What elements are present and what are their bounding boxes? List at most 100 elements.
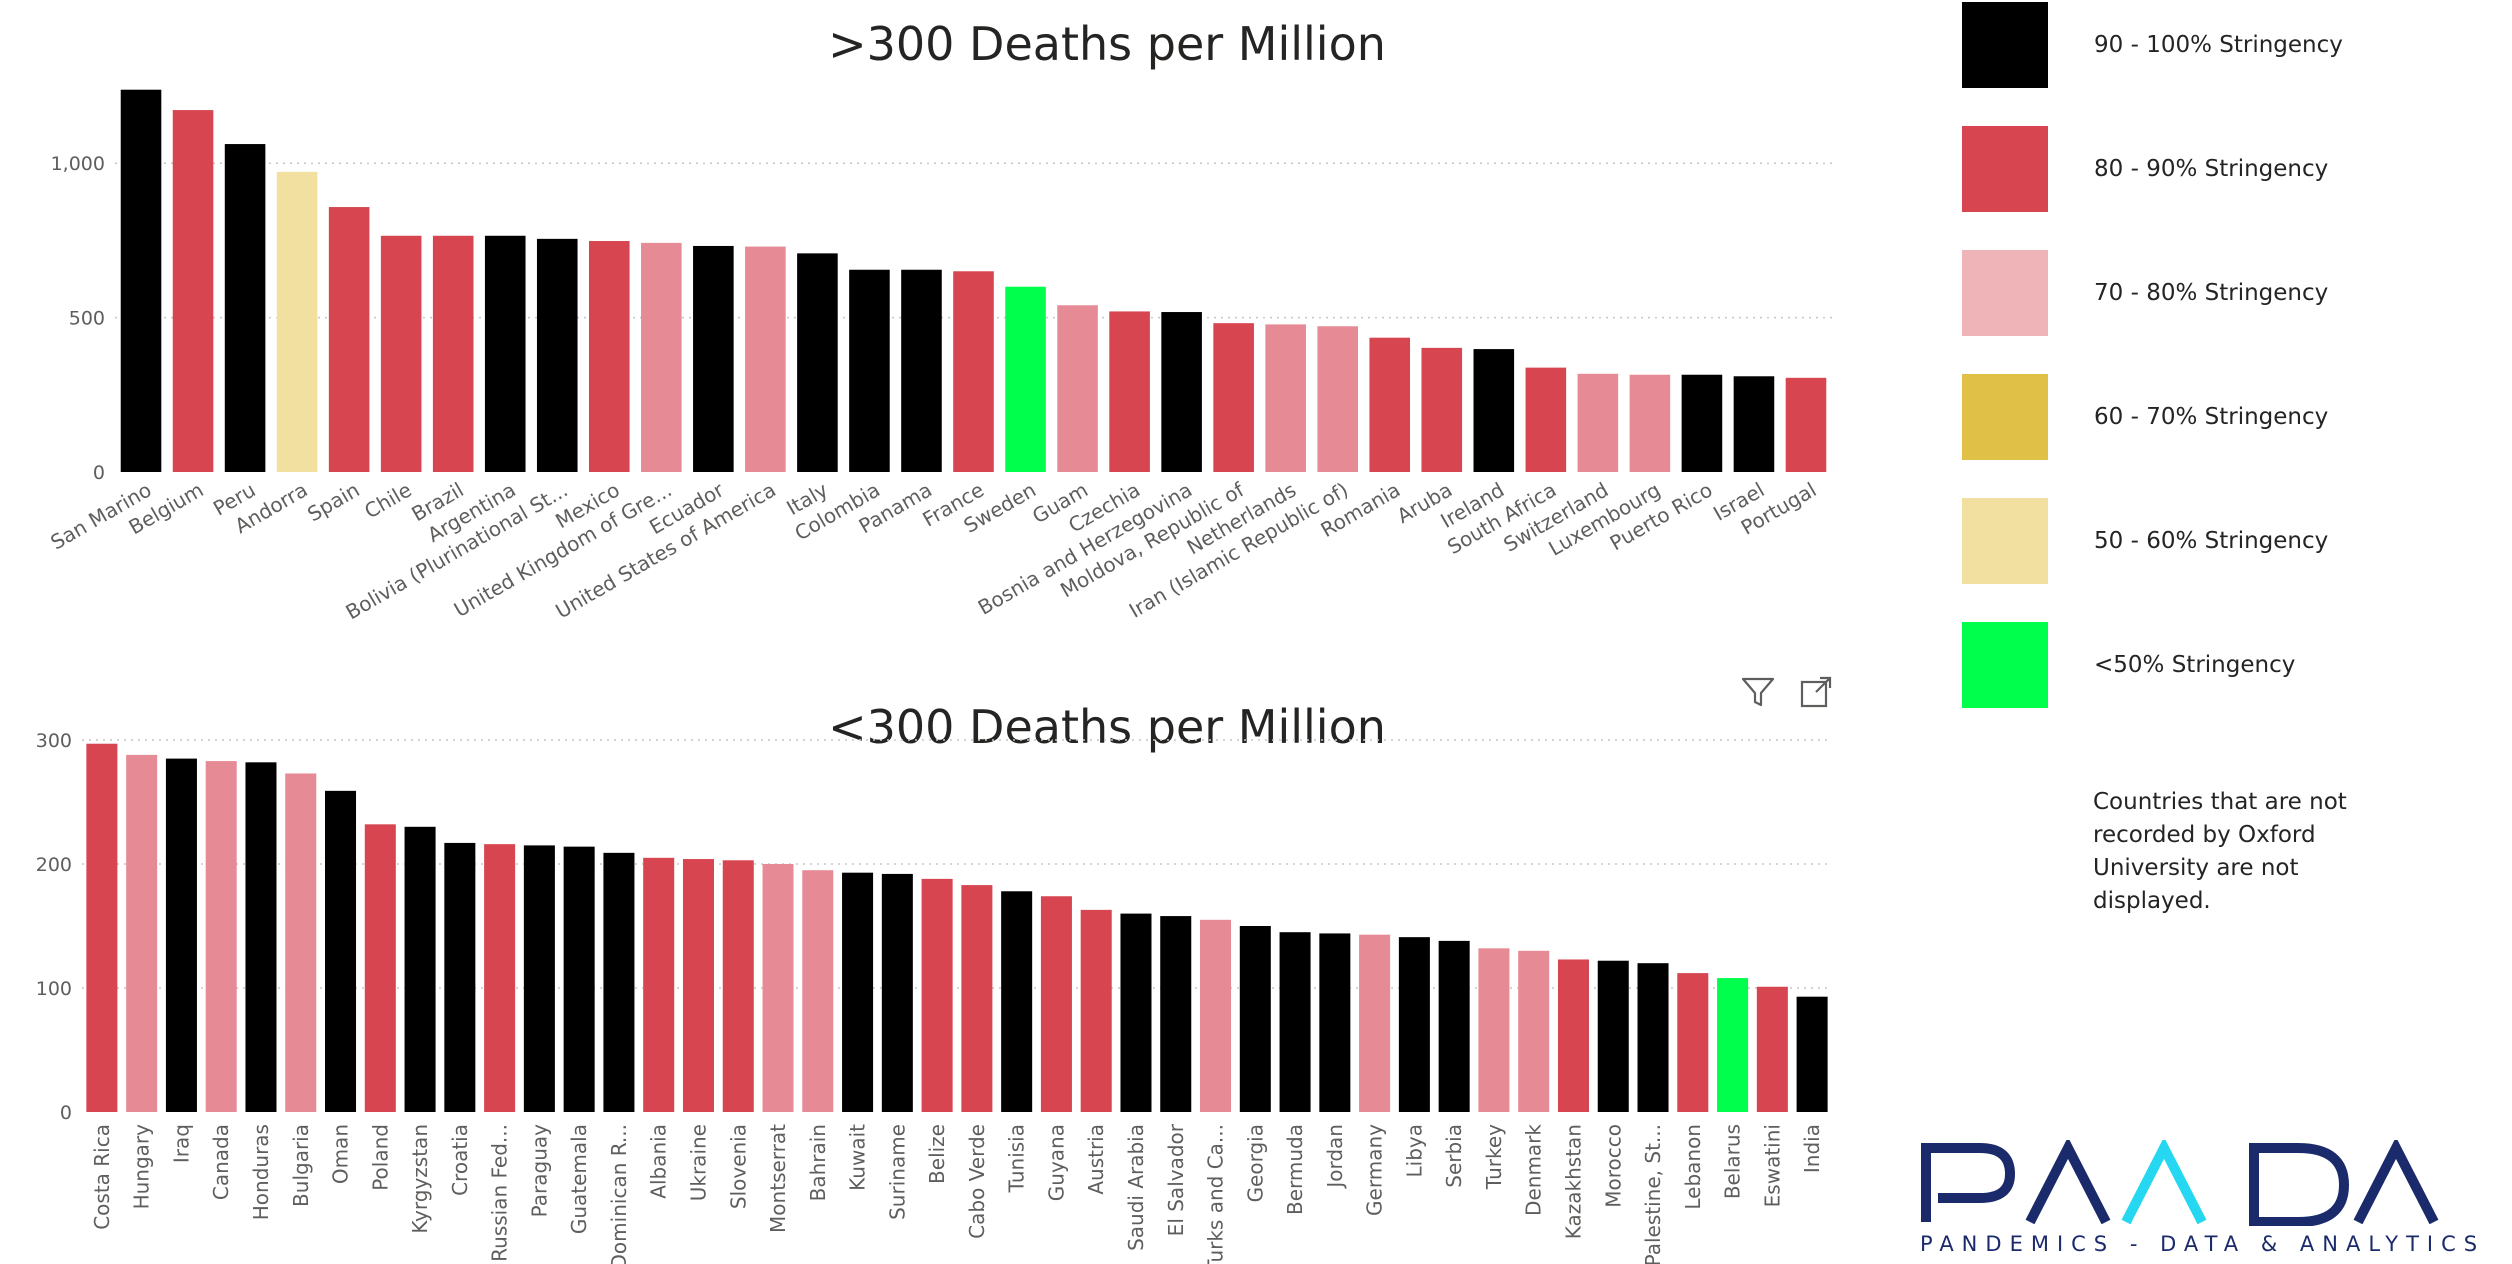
legend-item: 60 - 70% Stringency — [1962, 374, 2502, 460]
bar[interactable] — [802, 870, 834, 1112]
bar[interactable] — [1478, 948, 1510, 1112]
x-tick-label: Ukraine — [686, 1124, 710, 1201]
bar[interactable] — [961, 885, 993, 1112]
x-tick-label: El Salvador — [1164, 1123, 1188, 1236]
bar[interactable] — [1161, 312, 1202, 472]
bar[interactable] — [1518, 950, 1550, 1112]
bar[interactable] — [1677, 973, 1709, 1112]
bar[interactable] — [745, 246, 786, 472]
legend-item: 80 - 90% Stringency — [1962, 126, 2502, 212]
bar[interactable] — [165, 758, 197, 1112]
y-tick-label: 500 — [69, 308, 105, 330]
bar[interactable] — [603, 852, 635, 1112]
bar[interactable] — [1756, 986, 1788, 1112]
bar[interactable] — [404, 826, 436, 1112]
bar[interactable] — [1317, 326, 1359, 472]
bar[interactable] — [641, 242, 682, 472]
bar[interactable] — [224, 144, 266, 473]
bar[interactable] — [1160, 916, 1192, 1112]
bar[interactable] — [797, 253, 838, 472]
bar[interactable] — [881, 873, 913, 1112]
bar[interactable] — [1057, 305, 1098, 472]
bar[interactable] — [1200, 919, 1232, 1112]
bar[interactable] — [328, 207, 370, 472]
bar[interactable] — [484, 844, 516, 1112]
bar[interactable] — [1279, 932, 1311, 1112]
bar[interactable] — [380, 235, 422, 472]
bar[interactable] — [1681, 374, 1723, 472]
gridlines-bottom — [82, 739, 1832, 989]
bar[interactable] — [762, 864, 794, 1112]
x-tick-label: Lebanon — [1681, 1124, 1705, 1210]
bar[interactable] — [1239, 926, 1271, 1112]
bar[interactable] — [1319, 933, 1351, 1112]
bar[interactable] — [1785, 377, 1827, 472]
bar[interactable] — [1120, 913, 1152, 1112]
bar[interactable] — [1438, 940, 1470, 1112]
bar[interactable] — [523, 845, 555, 1112]
visual-toolbar — [1740, 674, 1834, 710]
bar[interactable] — [693, 245, 734, 472]
bar[interactable] — [1733, 376, 1775, 472]
bar[interactable] — [1080, 909, 1112, 1112]
bar[interactable] — [432, 235, 474, 472]
bar[interactable] — [364, 824, 396, 1112]
bar[interactable] — [901, 269, 942, 472]
bar[interactable] — [1717, 978, 1749, 1112]
filter-icon[interactable] — [1740, 674, 1776, 710]
bar[interactable] — [682, 859, 714, 1112]
bar[interactable] — [1265, 324, 1306, 472]
bar[interactable] — [722, 860, 754, 1112]
bar[interactable] — [1369, 337, 1411, 472]
bar[interactable] — [1525, 367, 1567, 472]
legend-item: 90 - 100% Stringency — [1962, 2, 2502, 88]
bar[interactable] — [1398, 937, 1430, 1112]
bar[interactable] — [276, 171, 318, 472]
bar[interactable] — [1473, 349, 1515, 472]
bar[interactable] — [1213, 323, 1254, 472]
x-tick-label: Russian Fed... — [488, 1124, 512, 1262]
x-tick-label: Guyana — [1044, 1124, 1068, 1201]
x-tick-label: Poland — [368, 1124, 392, 1191]
bar[interactable] — [172, 110, 214, 473]
focus-mode-icon[interactable] — [1798, 674, 1834, 710]
bar[interactable] — [849, 269, 890, 472]
bar[interactable] — [1629, 374, 1671, 472]
legend-item: <50% Stringency — [1962, 622, 2502, 708]
bar[interactable] — [1597, 960, 1629, 1112]
bar[interactable] — [563, 846, 595, 1112]
bar[interactable] — [1796, 996, 1828, 1112]
bar[interactable] — [285, 773, 317, 1112]
legend-item: 70 - 80% Stringency — [1962, 250, 2502, 336]
bar[interactable] — [1577, 373, 1619, 472]
bar[interactable] — [325, 790, 357, 1112]
bar[interactable] — [205, 761, 237, 1112]
legend-label: 60 - 70% Stringency — [2094, 404, 2329, 430]
bar[interactable] — [126, 754, 158, 1112]
bar[interactable] — [1359, 934, 1391, 1112]
chart-title-bottom: <300 Deaths per Million — [828, 700, 1386, 754]
y-tick-label: 300 — [36, 730, 72, 752]
bar[interactable] — [1421, 347, 1463, 472]
bar[interactable] — [842, 872, 874, 1112]
x-tick-label: Spain — [303, 478, 363, 527]
bar[interactable] — [1001, 891, 1033, 1112]
bar[interactable] — [1109, 311, 1150, 472]
bar[interactable] — [921, 878, 953, 1112]
bar[interactable] — [444, 842, 476, 1112]
x-tick-label: Morocco — [1601, 1124, 1625, 1208]
bar[interactable] — [245, 762, 277, 1112]
bar[interactable] — [953, 271, 994, 472]
bar[interactable] — [1557, 959, 1589, 1112]
bar[interactable] — [86, 743, 118, 1112]
bar[interactable] — [536, 238, 578, 472]
bar[interactable] — [120, 89, 162, 472]
bar[interactable] — [588, 241, 630, 472]
bars-top — [120, 89, 1827, 473]
bar[interactable] — [484, 235, 526, 472]
bar[interactable] — [643, 857, 675, 1112]
bar[interactable] — [1040, 896, 1072, 1112]
bar[interactable] — [1005, 286, 1046, 472]
bar[interactable] — [1637, 963, 1669, 1112]
